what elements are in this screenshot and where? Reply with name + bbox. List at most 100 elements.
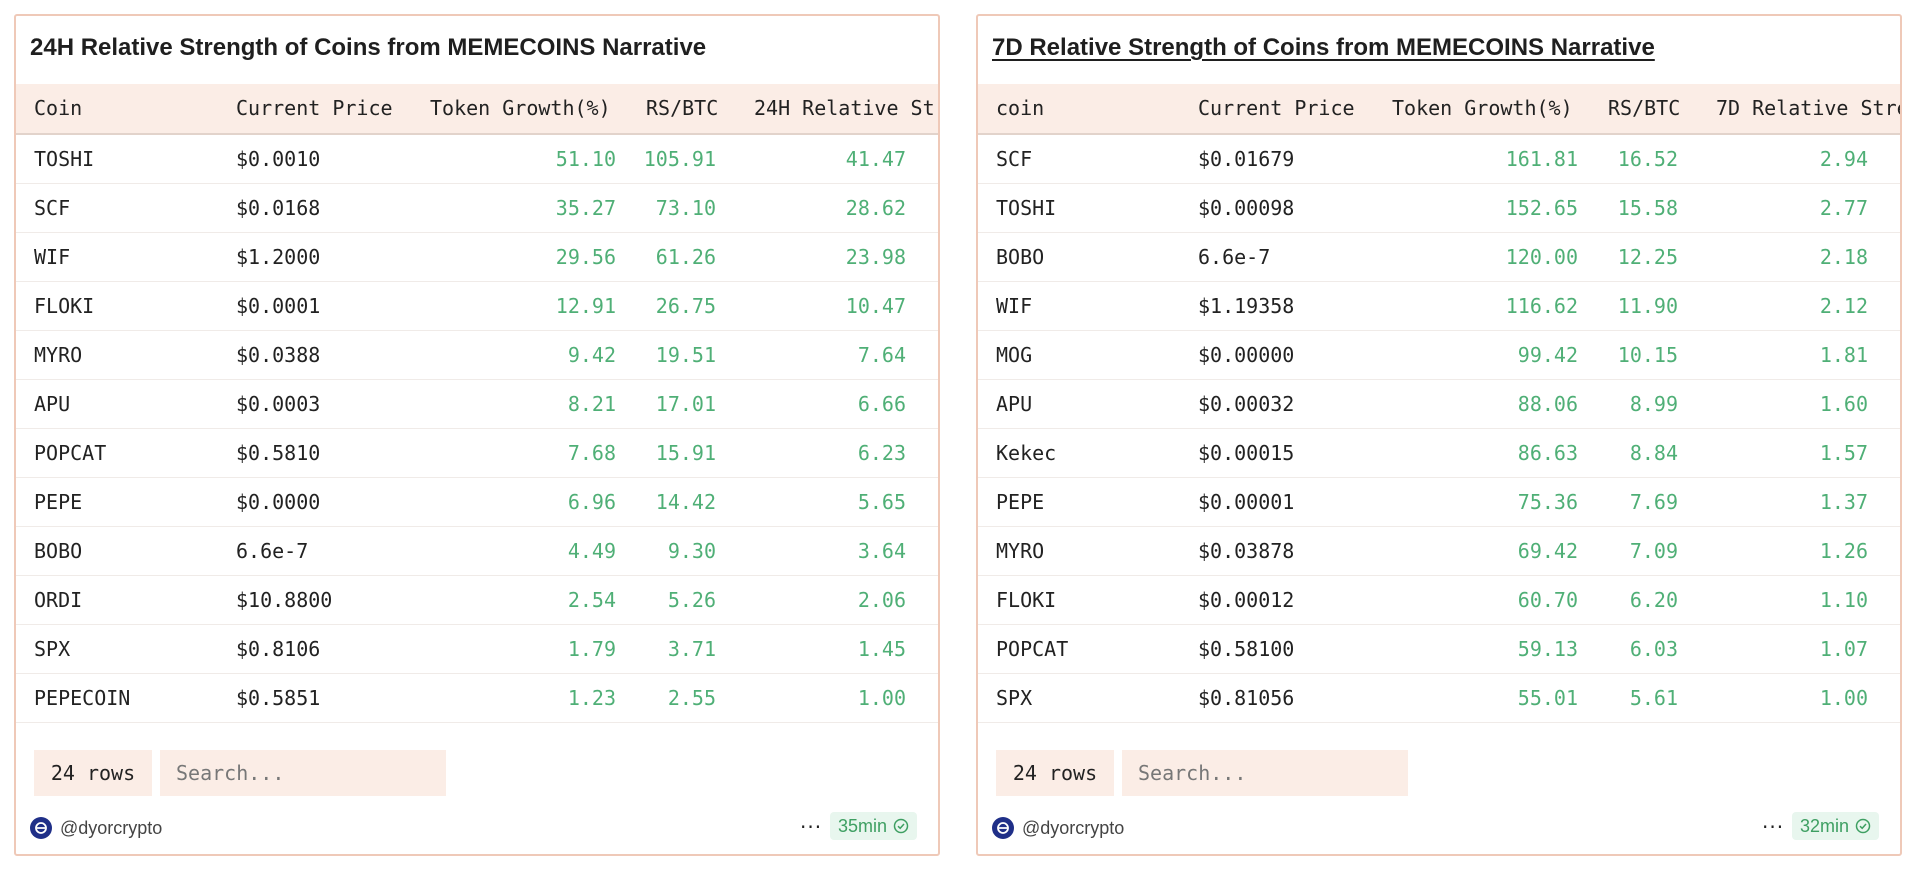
cell-coin: WIF xyxy=(34,245,71,269)
cell-coin: APU xyxy=(34,392,71,416)
cell-rs-btc: 9.30 xyxy=(667,539,716,563)
cell-relative-strength: 1.81 xyxy=(1819,343,1868,367)
cell-token-growth: 99.42 xyxy=(1517,343,1578,367)
column-header-relative-strength[interactable]: 24H Relative Str xyxy=(754,96,940,120)
cell-token-growth: 88.06 xyxy=(1517,392,1578,416)
cell-relative-strength: 2.94 xyxy=(1819,147,1868,171)
cell-rs-btc: 26.75 xyxy=(655,294,716,318)
cell-rs-btc: 7.69 xyxy=(1629,490,1678,514)
cell-coin: Kekec xyxy=(996,441,1057,465)
table-row[interactable]: SPX $0.8106 1.79 3.71 1.45 xyxy=(16,625,938,674)
cell-coin: SPX xyxy=(996,686,1033,710)
cell-token-growth: 9.42 xyxy=(567,343,616,367)
cell-relative-strength: 1.00 xyxy=(1819,686,1868,710)
cell-relative-strength: 1.57 xyxy=(1819,441,1868,465)
table-row[interactable]: Kekec $0.00015 86.63 8.84 1.57 xyxy=(978,429,1900,478)
cell-current-price: $10.8800 xyxy=(236,588,333,612)
column-header-token-growth[interactable]: Token Growth(%) xyxy=(1392,96,1573,120)
column-header-rs-btc[interactable]: RS/BTC xyxy=(1608,96,1681,120)
table-row[interactable]: WIF $1.19358 116.62 11.90 2.12 xyxy=(978,282,1900,331)
table-row[interactable]: FLOKI $0.00012 60.70 6.20 1.10 xyxy=(978,576,1900,625)
table-row[interactable]: SCF $0.01679 161.81 16.52 2.94 xyxy=(978,135,1900,184)
search-input[interactable] xyxy=(1122,750,1408,796)
cell-relative-strength: 10.47 xyxy=(845,294,906,318)
column-header-current-price[interactable]: Current Price xyxy=(1198,96,1355,120)
data-table: coin Current Price Token Growth(%) RS/BT… xyxy=(978,84,1900,723)
cell-token-growth: 59.13 xyxy=(1517,637,1578,661)
column-header-rs-btc[interactable]: RS/BTC xyxy=(646,96,719,120)
cell-relative-strength: 1.45 xyxy=(857,637,906,661)
table-row[interactable]: SCF $0.0168 35.27 73.10 28.62 xyxy=(16,184,938,233)
cell-token-growth: 35.27 xyxy=(555,196,616,220)
table-row[interactable]: WIF $1.2000 29.56 61.26 23.98 xyxy=(16,233,938,282)
data-table: Coin Current Price Token Growth(%) RS/BT… xyxy=(16,84,938,723)
refresh-time-badge[interactable]: 35min xyxy=(830,812,918,840)
refresh-time-badge[interactable]: 32min xyxy=(1792,812,1880,840)
cell-current-price: $0.00001 xyxy=(1198,490,1295,514)
column-header-token-growth[interactable]: Token Growth(%) xyxy=(430,96,611,120)
cell-relative-strength: 3.64 xyxy=(857,539,906,563)
column-header-current-price[interactable]: Current Price xyxy=(236,96,393,120)
table-row[interactable]: PEPECOIN $0.5851 1.23 2.55 1.00 xyxy=(16,674,938,723)
more-options-icon[interactable]: ··· xyxy=(1762,815,1785,839)
search-input[interactable] xyxy=(160,750,446,796)
table-row[interactable]: POPCAT $0.58100 59.13 6.03 1.07 xyxy=(978,625,1900,674)
dyor-logo-icon xyxy=(992,817,1014,839)
table-row[interactable]: MYRO $0.0388 9.42 19.51 7.64 xyxy=(16,331,938,380)
cell-current-price: $0.03878 xyxy=(1198,539,1295,563)
table-row[interactable]: TOSHI $0.0010 51.10 105.91 41.47 xyxy=(16,135,938,184)
table-row[interactable]: ORDI $10.8800 2.54 5.26 2.06 xyxy=(16,576,938,625)
row-count-badge[interactable]: 24 rows xyxy=(996,750,1114,796)
cell-current-price: $0.00032 xyxy=(1198,392,1295,416)
cell-token-growth: 6.96 xyxy=(567,490,616,514)
cell-rs-btc: 7.09 xyxy=(1629,539,1678,563)
cell-coin: BOBO xyxy=(34,539,83,563)
cell-coin: SPX xyxy=(34,637,71,661)
table-row[interactable]: PEPE $0.00001 75.36 7.69 1.37 xyxy=(978,478,1900,527)
cell-relative-strength: 5.65 xyxy=(857,490,906,514)
cell-relative-strength: 28.62 xyxy=(845,196,906,220)
cell-coin: SCF xyxy=(34,196,71,220)
cell-rs-btc: 3.71 xyxy=(667,637,716,661)
table-row[interactable]: MYRO $0.03878 69.42 7.09 1.26 xyxy=(978,527,1900,576)
table-header: Coin Current Price Token Growth(%) RS/BT… xyxy=(16,84,938,135)
column-header-coin[interactable]: coin xyxy=(996,96,1045,120)
more-options-icon[interactable]: ··· xyxy=(800,815,823,839)
cell-rs-btc: 2.55 xyxy=(667,686,716,710)
cell-current-price: 6.6e-7 xyxy=(1198,245,1271,269)
column-header-relative-strength[interactable]: 7D Relative Stre xyxy=(1716,96,1902,120)
cell-coin: BOBO xyxy=(996,245,1045,269)
table-row[interactable]: POPCAT $0.5810 7.68 15.91 6.23 xyxy=(16,429,938,478)
cell-rs-btc: 8.99 xyxy=(1629,392,1678,416)
cell-token-growth: 1.23 xyxy=(567,686,616,710)
table-row[interactable]: APU $0.0003 8.21 17.01 6.66 xyxy=(16,380,938,429)
table-row[interactable]: FLOKI $0.0001 12.91 26.75 10.47 xyxy=(16,282,938,331)
table-body: TOSHI $0.0010 51.10 105.91 41.47 SCF $0.0168 35… xyxy=(16,135,938,723)
panel-title-link[interactable]: 7D Relative Strength of Coins from MEMEC… xyxy=(992,34,1655,61)
table-row[interactable]: MOG $0.00000 99.42 10.15 1.81 xyxy=(978,331,1900,380)
author-credit[interactable]: @dyorcrypto xyxy=(992,815,1124,841)
table-row[interactable]: BOBO 6.6e-7 120.00 12.25 2.18 xyxy=(978,233,1900,282)
cell-relative-strength: 2.12 xyxy=(1819,294,1868,318)
cell-rs-btc: 61.26 xyxy=(655,245,716,269)
cell-token-growth: 29.56 xyxy=(555,245,616,269)
cell-token-growth: 161.81 xyxy=(1505,147,1578,171)
check-circle-icon xyxy=(893,818,909,834)
table-row[interactable]: PEPE $0.0000 6.96 14.42 5.65 xyxy=(16,478,938,527)
table-row[interactable]: APU $0.00032 88.06 8.99 1.60 xyxy=(978,380,1900,429)
cell-relative-strength: 1.37 xyxy=(1819,490,1868,514)
cell-token-growth: 7.68 xyxy=(567,441,616,465)
row-count-badge[interactable]: 24 rows xyxy=(34,750,152,796)
table-panel-7d: 7D Relative Strength of Coins from MEMEC… xyxy=(976,14,1902,856)
table-row[interactable]: SPX $0.81056 55.01 5.61 1.00 xyxy=(978,674,1900,723)
cell-relative-strength: 2.18 xyxy=(1819,245,1868,269)
cell-rs-btc: 105.91 xyxy=(643,147,716,171)
cell-token-growth: 8.21 xyxy=(567,392,616,416)
table-row[interactable]: BOBO 6.6e-7 4.49 9.30 3.64 xyxy=(16,527,938,576)
cell-rs-btc: 73.10 xyxy=(655,196,716,220)
column-header-coin[interactable]: Coin xyxy=(34,96,83,120)
author-credit[interactable]: @dyorcrypto xyxy=(30,815,162,841)
cell-rs-btc: 6.03 xyxy=(1629,637,1678,661)
cell-coin: TOSHI xyxy=(996,196,1057,220)
table-row[interactable]: TOSHI $0.00098 152.65 15.58 2.77 xyxy=(978,184,1900,233)
